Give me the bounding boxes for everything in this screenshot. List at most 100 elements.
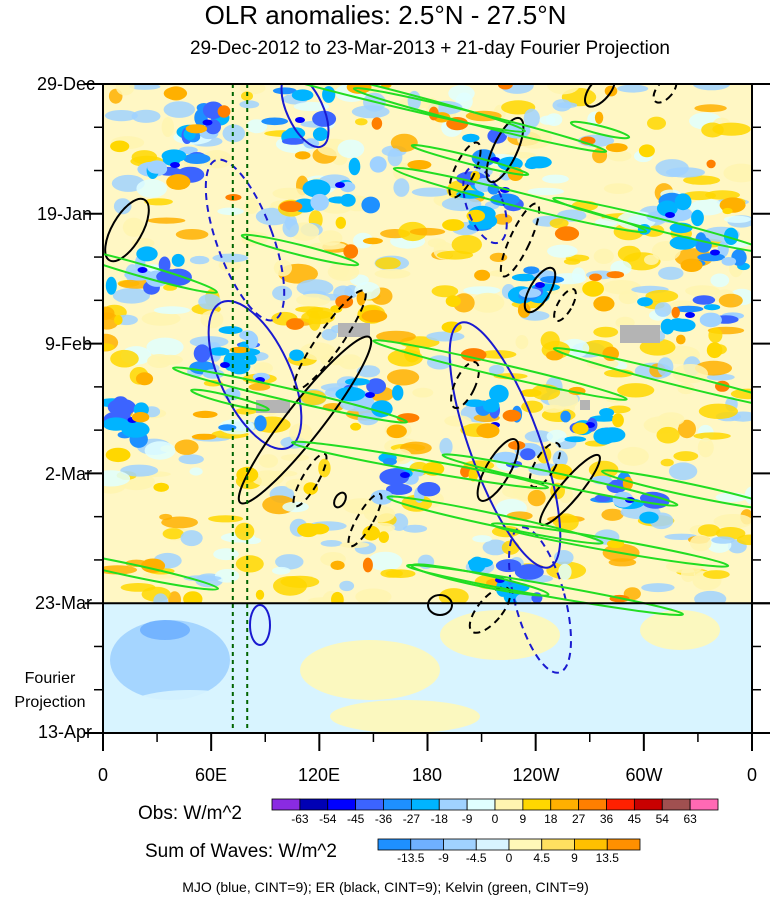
legend-swatch (574, 838, 608, 851)
kelvin-contour (552, 347, 752, 413)
obs-cell-core (535, 282, 545, 288)
obs-cell (647, 116, 666, 130)
obs-cell-cold (656, 200, 678, 217)
obs-cell-warm (166, 174, 191, 190)
obs-cell (556, 102, 578, 109)
obs-cell-warm (476, 423, 500, 439)
obs-cell (380, 569, 404, 578)
kelvin-contour (600, 469, 752, 511)
er-contour (347, 492, 383, 548)
obs-cell (272, 187, 306, 200)
legend-level-label: 63 (683, 812, 697, 826)
kelvin-contour (103, 549, 220, 591)
obs-cell (306, 307, 334, 319)
obs-cell (282, 501, 309, 513)
obs-cell-warm (308, 523, 330, 535)
obs-cell (681, 567, 696, 583)
obs-cell (586, 358, 619, 370)
obs-cell-warm (546, 350, 564, 361)
legend-level-label: -36 (374, 812, 393, 826)
obs-cell-cold (674, 193, 692, 211)
obs-cell (617, 446, 649, 466)
kelvin-contour (194, 84, 526, 133)
obs-cell-warm (706, 159, 716, 169)
obs-cell-warm (378, 531, 389, 543)
x-tick-label: 120W (512, 765, 560, 785)
obs-cell (693, 570, 707, 579)
legend-swatch (522, 798, 552, 811)
obs-cell (275, 554, 304, 570)
chart-subtitle: 29-Dec-2012 to 23-Mar-2013 + 21-day Four… (189, 38, 670, 59)
obs-cell-warm (362, 557, 373, 573)
obs-cell (161, 117, 174, 137)
obs-cell-warm (105, 447, 131, 463)
legend-swatch (383, 798, 412, 811)
obs-cell (178, 454, 204, 465)
obs-cell (212, 253, 249, 263)
obs-cell (697, 524, 721, 537)
obs-cell-warm (294, 151, 311, 160)
obs-cell (549, 218, 569, 229)
obs-cell-cold (540, 276, 565, 284)
projection-cell (300, 640, 440, 700)
obs-cell-cold (703, 304, 721, 311)
obs-cell-cold (302, 179, 331, 198)
obs-cell (141, 311, 181, 326)
legend-level-label: 36 (599, 812, 614, 826)
legend-swatch (410, 838, 444, 851)
obs-cell-cold (612, 491, 634, 508)
obs-cell-core (665, 212, 675, 218)
obs-cell-warm (371, 117, 383, 130)
obs-cell-cold (482, 399, 500, 413)
obs-cell-warm (303, 482, 319, 495)
obs-cell (272, 285, 293, 301)
obs-cell (157, 354, 183, 365)
obs-cell (339, 580, 355, 592)
obs-cell (657, 357, 674, 377)
legend-level-label: -27 (402, 812, 421, 826)
obs-cell-cold (599, 408, 615, 418)
legend-level-label: -18 (430, 812, 448, 826)
projection-cell (230, 610, 340, 650)
obs-cell (356, 365, 381, 378)
obs-cell (214, 569, 240, 583)
obs-cell-warm (442, 219, 465, 231)
obs-cell (253, 362, 273, 375)
obs-cell (136, 179, 167, 198)
er-contour (104, 197, 150, 263)
mjo-contour (462, 165, 508, 245)
obs-cell-cold (156, 269, 185, 285)
y-tick-label: 29-Dec (36, 74, 95, 94)
x-tick-label: 180 (411, 765, 443, 785)
chart-title: OLR anomalies: 2.5°N - 27.5°N (204, 0, 567, 30)
obs-cell-cold (158, 256, 171, 274)
obs-cell-cold (183, 153, 211, 164)
projection-label-line1: Fourier (24, 670, 76, 687)
x-tick-label: 60E (194, 765, 228, 785)
kelvin-contours (103, 84, 752, 617)
obs-cell-cold (564, 436, 587, 443)
obs-cell (374, 268, 411, 279)
kelvin-contour (410, 563, 550, 597)
obs-cell (282, 218, 299, 238)
kelvin-contour (103, 246, 218, 294)
obs-cell (698, 403, 739, 419)
axis-ticks (85, 83, 770, 751)
obs-cell-cold (105, 276, 117, 295)
obs-cell-core (202, 119, 213, 126)
obs-cell (542, 174, 569, 184)
obs-cell (241, 91, 253, 101)
obs-cell (163, 101, 195, 118)
obs-cell (131, 109, 161, 123)
obs-cell-cold (348, 157, 361, 176)
obs-cell-cold (366, 378, 386, 395)
obs-cell (693, 432, 731, 440)
obs-cell-cold (514, 564, 544, 580)
obs-cell-warm (362, 237, 383, 245)
obs-cell (189, 467, 203, 476)
obs-cell (208, 515, 244, 523)
obs-cell-warm (508, 440, 526, 450)
obs-cell (318, 230, 343, 246)
obs-cell (439, 437, 453, 456)
obs-cell-cold (340, 193, 356, 207)
